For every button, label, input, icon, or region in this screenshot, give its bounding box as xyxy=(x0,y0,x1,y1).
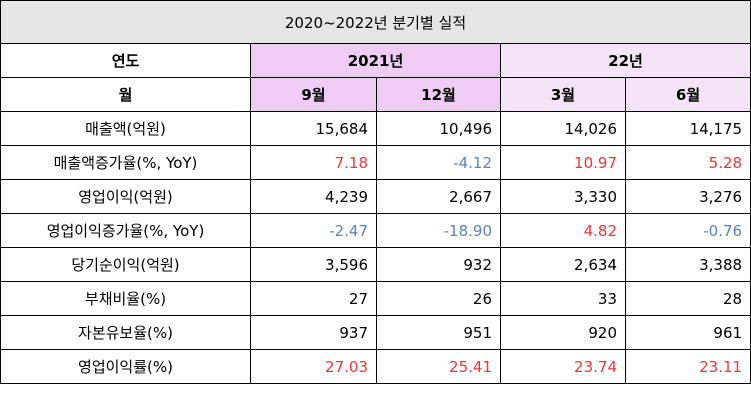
row-label: 영업이익증가율(%, YoY) xyxy=(0,213,251,248)
title-row: 2020~2022년 분기별 실적 xyxy=(0,0,751,44)
value-cell: 932 xyxy=(376,247,501,282)
row-label: 매출액증가율(%, YoY) xyxy=(0,145,251,180)
value-cell: 27 xyxy=(250,281,377,316)
year-2021-header: 2021년 xyxy=(250,43,501,78)
row-label: 영업이익률(%) xyxy=(0,349,251,384)
value-cell: 961 xyxy=(624,315,751,350)
value-cell: 3,330 xyxy=(500,179,626,214)
table-row: 매출액증가율(%, YoY) 7.18 -4.12 10.97 5.28 xyxy=(0,145,751,180)
table-row: 영업이익증가율(%, YoY) -2.47 -18.90 4.82 -0.76 xyxy=(0,213,751,248)
table-title: 2020~2022년 분기별 실적 xyxy=(0,0,751,44)
row-label: 매출액(억원) xyxy=(0,111,251,146)
value-cell: -4.12 xyxy=(376,145,501,180)
value-cell: 2,667 xyxy=(376,179,501,214)
value-cell: 23.11 xyxy=(624,349,751,384)
row-label: 당기순이익(억원) xyxy=(0,247,251,282)
table-row: 영업이익(억원) 4,239 2,667 3,330 3,276 xyxy=(0,179,751,214)
value-cell: 4.82 xyxy=(500,213,626,248)
value-cell: 5.28 xyxy=(624,145,751,180)
table-row: 영업이익률(%) 27.03 25.41 23.74 23.11 xyxy=(0,349,751,384)
value-cell: 27.03 xyxy=(250,349,377,384)
month-header-row: 월 9월 12월 3월 6월 xyxy=(0,77,751,112)
table-row: 부채비율(%) 27 26 33 28 xyxy=(0,281,751,316)
value-cell: 28 xyxy=(624,281,751,316)
value-cell: 3,276 xyxy=(624,179,751,214)
month-label: 월 xyxy=(0,77,251,112)
value-cell: 10,496 xyxy=(376,111,501,146)
value-cell: 920 xyxy=(500,315,626,350)
table-row: 당기순이익(억원) 3,596 932 2,634 3,388 xyxy=(0,247,751,282)
value-cell: 4,239 xyxy=(250,179,377,214)
year-header-row: 연도 2021년 22년 xyxy=(0,43,751,78)
row-label: 영업이익(억원) xyxy=(0,179,251,214)
row-label: 자본유보율(%) xyxy=(0,315,251,350)
value-cell: 25.41 xyxy=(376,349,501,384)
value-cell: 3,388 xyxy=(624,247,751,282)
value-cell: 10.97 xyxy=(500,145,626,180)
value-cell: -18.90 xyxy=(376,213,501,248)
year-22-header: 22년 xyxy=(499,43,751,78)
row-label: 부채비율(%) xyxy=(0,281,251,316)
value-cell: 3,596 xyxy=(250,247,377,282)
quarterly-results-table: 2020~2022년 분기별 실적 연도 2021년 22년 월 9월 12월 … xyxy=(0,0,751,384)
value-cell: 15,684 xyxy=(250,111,377,146)
value-cell: -0.76 xyxy=(624,213,751,248)
data-rows: 매출액(억원) 15,684 10,496 14,026 14,175 매출액증가율(%,… xyxy=(0,111,751,384)
month-header: 6월 xyxy=(624,77,751,112)
value-cell: 23.74 xyxy=(500,349,626,384)
value-cell: 2,634 xyxy=(500,247,626,282)
table-row: 자본유보율(%) 937 951 920 961 xyxy=(0,315,751,350)
value-cell: 937 xyxy=(250,315,377,350)
value-cell: -2.47 xyxy=(250,213,377,248)
value-cell: 14,026 xyxy=(500,111,626,146)
month-header: 3월 xyxy=(500,77,626,112)
value-cell: 26 xyxy=(376,281,501,316)
table-row: 매출액(억원) 15,684 10,496 14,026 14,175 xyxy=(0,111,751,146)
value-cell: 14,175 xyxy=(624,111,751,146)
value-cell: 951 xyxy=(376,315,501,350)
value-cell: 33 xyxy=(500,281,626,316)
year-label: 연도 xyxy=(0,43,251,78)
month-header: 9월 xyxy=(250,77,377,112)
value-cell: 7.18 xyxy=(250,145,377,180)
month-header: 12월 xyxy=(376,77,501,112)
